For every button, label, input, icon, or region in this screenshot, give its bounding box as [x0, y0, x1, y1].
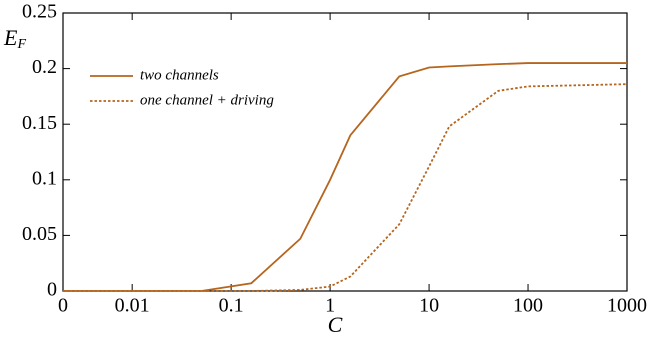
x-tick-label: 0.1 [219, 295, 244, 317]
x-tick-label: 1000 [607, 295, 647, 317]
y-axis-label: EF [3, 25, 26, 52]
legend-label: one channel + driving [140, 92, 274, 108]
plot-frame [62, 12, 628, 292]
y-tick-label: 0.1 [32, 167, 57, 189]
y-tick-label: 0.15 [22, 112, 57, 134]
x-tick-label: 100 [513, 295, 543, 317]
x-tick-label: 0 [58, 295, 68, 317]
x-axis-label: C [328, 312, 343, 337]
y-tick-label: 0.05 [22, 223, 57, 245]
y-tick-label: 0 [47, 279, 57, 301]
x-tick-label: 0.01 [115, 295, 150, 317]
y-tick-label: 0.25 [22, 1, 57, 23]
series-line [63, 83, 628, 292]
legend-label: two channels [140, 67, 219, 83]
x-tick-label: 1 [325, 295, 335, 317]
y-tick-label: 0.2 [32, 56, 57, 78]
x-tick-label: 10 [419, 295, 439, 317]
y-axis-label-sub: F [16, 37, 26, 52]
y-axis-label-main: E [3, 25, 18, 50]
series-line [63, 62, 627, 292]
